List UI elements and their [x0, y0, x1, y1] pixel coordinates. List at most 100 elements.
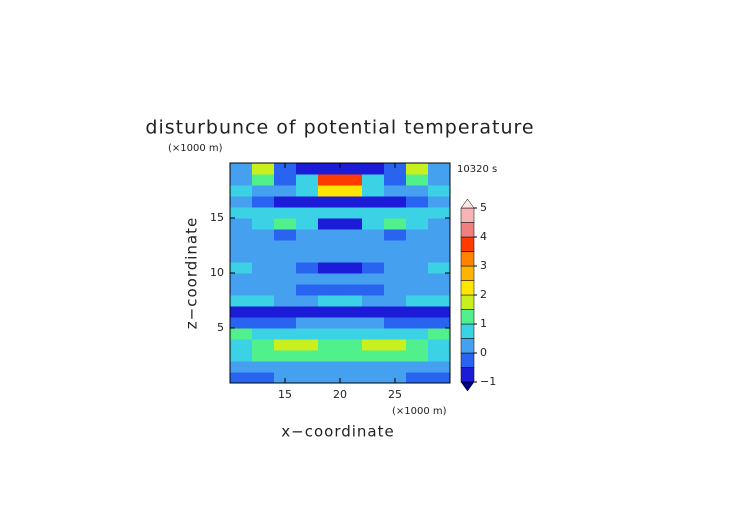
contour-cell [340, 174, 363, 186]
contour-cell [318, 218, 341, 230]
contour-cell [296, 372, 319, 384]
contour-cell [274, 273, 297, 285]
contour-cell [296, 218, 319, 230]
contour-cell [340, 218, 363, 230]
colorbar-band [460, 338, 475, 354]
contour-cell [230, 372, 253, 384]
contour-cell [406, 361, 429, 373]
contour-cell [340, 350, 363, 362]
colorbar-tick-label: 4 [480, 230, 487, 243]
contour-cell [230, 163, 253, 175]
contour-cell [296, 185, 319, 197]
contour-cell [362, 185, 385, 197]
contour-cell [252, 284, 275, 296]
contour-cell [362, 339, 385, 351]
contour-cell [230, 251, 253, 263]
contour-cell [406, 372, 429, 384]
contour-cell [406, 317, 429, 329]
y-unit: (×1000 m) [168, 143, 223, 154]
contour-cell [428, 185, 451, 197]
contour-cell [318, 350, 341, 362]
contour-cell [340, 317, 363, 329]
contour-cell [340, 273, 363, 285]
contour-cell [428, 350, 451, 362]
contour-cell [230, 350, 253, 362]
contour-cell [296, 174, 319, 186]
contour-cell [362, 196, 385, 208]
contour-cell [406, 306, 429, 318]
contour-cell [274, 306, 297, 318]
contour-cell [252, 251, 275, 263]
colorbar-band [460, 222, 475, 238]
contour-cell [318, 361, 341, 373]
contour-cell [406, 207, 429, 219]
contour-cell [318, 339, 341, 351]
contour-cell [252, 229, 275, 241]
colorbar-band [460, 280, 475, 296]
contour-cell [318, 306, 341, 318]
contour-cell [384, 273, 407, 285]
contour-cell [428, 174, 451, 186]
contour-cell [384, 339, 407, 351]
contour-cell [384, 251, 407, 263]
contour-cell [296, 229, 319, 241]
contour-cell [274, 185, 297, 197]
contour-cell [340, 240, 363, 252]
contour-cell [252, 372, 275, 384]
contour-cell [384, 317, 407, 329]
contour-cell [428, 262, 451, 274]
contour-cell [318, 207, 341, 219]
contour-cell [252, 339, 275, 351]
contour-cell [318, 317, 341, 329]
contour-cell [340, 207, 363, 219]
contour-cell [340, 262, 363, 274]
contour-cell [384, 229, 407, 241]
contour-cell [296, 295, 319, 307]
colorbar-tick-label: 2 [480, 288, 487, 301]
contour-cell [318, 174, 341, 186]
contour-cell [428, 339, 451, 351]
contour-cell [296, 207, 319, 219]
contour-cell [362, 317, 385, 329]
contour-cell [362, 218, 385, 230]
contour-cell [274, 240, 297, 252]
contour-cell [406, 229, 429, 241]
contour-cell [230, 306, 253, 318]
y-axis-label: z−coordinate [183, 217, 201, 329]
contour-cell [252, 361, 275, 373]
colorbar-tick-label: 1 [480, 317, 487, 330]
contour-cell [340, 361, 363, 373]
contour-cell [428, 229, 451, 241]
contour-cell [362, 229, 385, 241]
contour-cell [362, 295, 385, 307]
contour-cell [252, 174, 275, 186]
contour-cell [384, 306, 407, 318]
contour-cell [230, 207, 253, 219]
x-tick-label: 15 [278, 388, 292, 401]
chart-title: disturbunce of potential temperature [145, 117, 534, 139]
contour-cell [274, 251, 297, 263]
contour-cell [230, 317, 253, 329]
contour-cell [318, 185, 341, 197]
contour-cell [384, 372, 407, 384]
contour-cell [252, 196, 275, 208]
contour-cell [318, 196, 341, 208]
contour-cell [362, 350, 385, 362]
contour-cell [252, 185, 275, 197]
contour-cell [340, 284, 363, 296]
contour-cell [230, 262, 253, 274]
contour-cell [406, 240, 429, 252]
contour-cell [274, 295, 297, 307]
contour-cell [384, 185, 407, 197]
contour-cell [428, 295, 451, 307]
contour-cell [274, 229, 297, 241]
colorbar-band [460, 352, 475, 368]
contour-cell [296, 328, 319, 340]
contour-cell [230, 218, 253, 230]
contour-cell [406, 163, 429, 175]
x-tick-label: 25 [388, 388, 402, 401]
contour-cell [274, 317, 297, 329]
colorbar-band [460, 323, 475, 339]
colorbar-band [460, 236, 475, 252]
